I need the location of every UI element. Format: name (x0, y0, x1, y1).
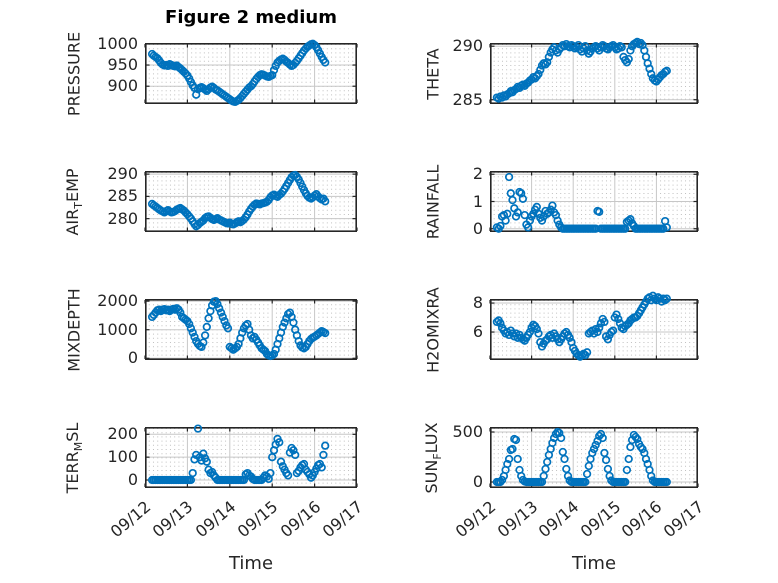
x-tick-label: 09/12 (451, 497, 500, 542)
y-axis-label-theta: THETA (423, 47, 443, 100)
data-points (492, 172, 671, 233)
x-tick-label: 09/15 (233, 497, 282, 542)
sun-flux-plot-area (489, 427, 699, 489)
subplot-rainfall: RAINFALL 0 1 2 (424, 164, 699, 239)
subplot-pressure: PRESSURE 900 950 1000 (65, 31, 358, 116)
figure-title: Figure 2 medium (165, 7, 337, 28)
theta-plot-area (489, 37, 699, 105)
x-tick-label: 09/17 (318, 497, 367, 542)
y-tick-label: 100 (107, 447, 138, 467)
x-tick-label: 09/14 (534, 497, 583, 542)
y-tick-label: 0 (472, 218, 483, 238)
y-tick-label: 1000 (97, 319, 138, 339)
y-axis-label-pressure: PRESSURE (64, 31, 84, 116)
h2omixra-plot-area (489, 291, 699, 361)
y-tick-label: 6 (472, 322, 483, 342)
x-tick-label: 09/16 (618, 497, 666, 542)
y-axis-label-h2omixra: H2OMIXRA (423, 286, 443, 373)
mixdepth-plot-area (144, 296, 358, 361)
x-tick-label: 09/17 (659, 497, 708, 542)
axes-box (145, 427, 357, 489)
y-tick-label: 900 (107, 76, 138, 96)
x-axis-title-left: Time (228, 553, 274, 574)
subplot-terr-msl: TERRMSL 0 100 200 09/12 09/13 09/14 09/15 09/16… (63, 422, 366, 541)
y-tick-label: 200 (107, 424, 138, 444)
air-temp-plot-area (144, 170, 358, 233)
y-tick-label: 950 (107, 55, 138, 75)
x-tick-label: 09/12 (106, 497, 155, 542)
subplot-mixdepth: MIXDEPTH 0 1000 2000 (65, 288, 358, 371)
y-tick-label: 2000 (97, 291, 138, 311)
y-axis-label-sun-flux: SUNFLUX (422, 422, 444, 493)
y-tick-label: 2 (472, 164, 483, 184)
y-tick-label: 500 (452, 422, 483, 441)
y-axis-label-air-temp: AIRTEMP (63, 167, 85, 236)
y-tick-label: 290 (452, 36, 483, 56)
x-tick-label: 09/16 (276, 497, 324, 542)
y-axis-label-terr-msl: TERRMSL (63, 422, 85, 493)
rainfall-plot-area (489, 171, 699, 233)
terr-msl-plot-area (144, 424, 358, 489)
subplot-sun-flux: SUNFLUX 0 500 09/12 09/13 09/14 09/15 09/16 09/… (422, 422, 707, 541)
data-points (147, 424, 330, 485)
x-tick-label: 09/14 (191, 497, 240, 542)
y-tick-label: 0 (127, 348, 138, 368)
y-axis-label-mixdepth: MIXDEPTH (64, 287, 84, 372)
y-axis-label-rainfall: RAINFALL (423, 164, 443, 239)
data-points (147, 296, 330, 361)
subplot-air-temp: AIRTEMP 280 285 290 (63, 166, 358, 235)
axes-box (490, 299, 698, 361)
y-tick-label: 8 (472, 293, 483, 313)
x-tick-label: 09/15 (576, 497, 625, 542)
axes-box (490, 427, 698, 489)
data-points (147, 39, 330, 107)
data-points (492, 37, 671, 103)
axes-box (145, 171, 357, 233)
x-tick-label: 09/13 (149, 497, 197, 542)
data-points (492, 291, 671, 361)
pressure-plot-area (144, 39, 358, 107)
y-tick-label: 290 (107, 164, 138, 184)
y-tick-label: 285 (452, 89, 483, 109)
minor-grid (148, 44, 354, 103)
subplot-h2omixra: H2OMIXRA 6 8 (424, 287, 699, 372)
axes-box (145, 299, 357, 361)
tick-marks (144, 172, 358, 231)
tick-marks (144, 428, 358, 487)
data-points (147, 170, 330, 231)
axes-box (145, 43, 357, 105)
y-tick-label: 0 (472, 472, 483, 491)
x-axis-title-right: Time (571, 553, 617, 574)
x-tick-label: 09/13 (493, 497, 541, 542)
subplot-theta: THETA 285 290 (424, 37, 699, 107)
data-points (492, 427, 671, 487)
y-tick-label: 1 (472, 191, 483, 211)
y-tick-label: 0 (127, 470, 138, 489)
y-tick-label: 285 (107, 186, 138, 206)
tick-marks (489, 300, 699, 359)
y-tick-label: 1000 (97, 33, 138, 53)
y-tick-label: 280 (107, 208, 138, 228)
